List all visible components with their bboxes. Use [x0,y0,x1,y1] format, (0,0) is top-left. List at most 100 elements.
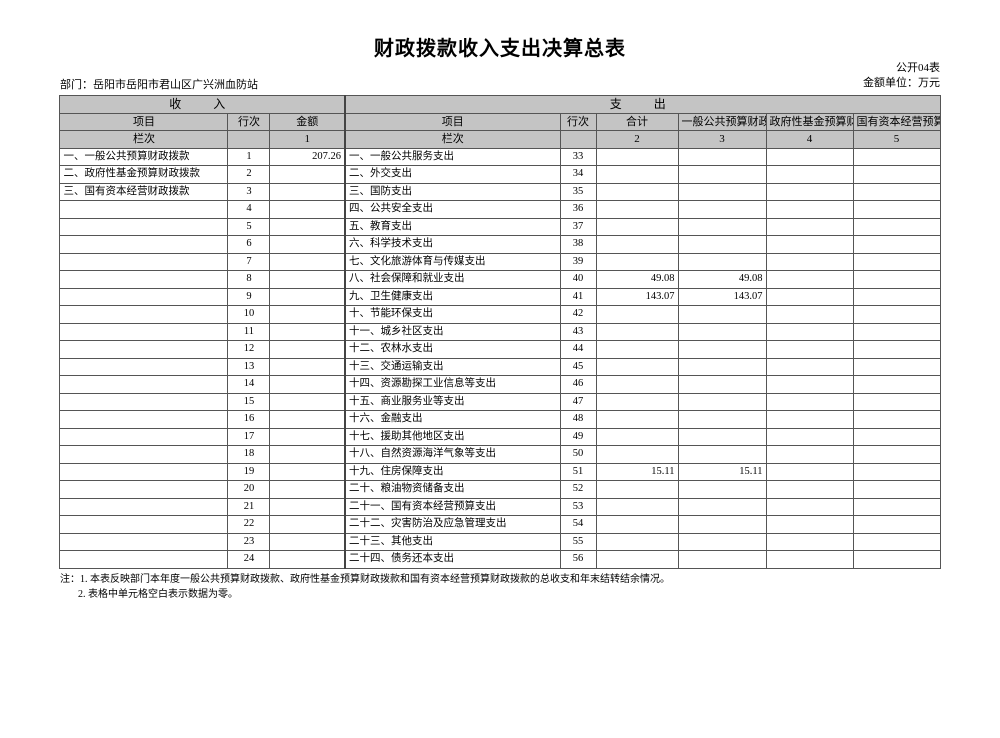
expenditure-total [595,147,679,166]
table-row: 6 六、科学技术支出 38 [59,235,941,254]
lane-label-income: 栏次 [59,130,229,149]
lane-blank-expenditure [559,130,597,149]
expenditure-state-capital [852,200,941,219]
expenditure-general [677,235,767,254]
expenditure-general [677,392,767,411]
expenditure-general [677,217,767,236]
header-income-line-no: 行次 [227,112,271,131]
expenditure-line-no: 47 [559,392,597,411]
income-item [59,427,229,446]
expenditure-general [677,340,767,359]
table-row: 21 二十一、国有资本经营预算支出 53 [59,497,941,516]
expenditure-line-no: 50 [559,445,597,464]
lane-no-state-capital: 5 [852,130,941,149]
expenditure-state-capital [852,217,941,236]
expenditure-total [595,410,679,429]
expenditure-item: 八、社会保障和就业支出 [344,270,561,289]
income-line-no: 9 [227,287,271,306]
income-item [59,462,229,481]
income-amount: 207.26 [269,147,347,166]
header-income-item: 项目 [59,112,229,131]
lane-number-row: 栏次 1 栏次 2 3 4 5 [59,130,941,149]
expenditure-line-no: 55 [559,532,597,551]
expenditure-fund [765,200,854,219]
table-row: 三、国有资本经营财政拨款 3 三、国防支出 35 [59,182,941,201]
income-item [59,270,229,289]
expenditure-general [677,165,767,184]
table-body: 一、一般公共预算财政拨款 1 207.26 一、一般公共服务支出 33 二、政府性基金预算… [59,147,941,569]
income-line-no: 13 [227,357,271,376]
group-header-row: 收 入 支 出 [59,95,941,114]
income-item [59,515,229,534]
header-income-amount: 金额 [269,112,347,131]
expenditure-fund [765,182,854,201]
expenditure-general [677,410,767,429]
expenditure-item: 十七、援助其他地区支出 [344,427,561,446]
expenditure-total [595,305,679,324]
department-line: 部门：岳阳市岳阳市君山区广兴洲血防站 [60,78,258,93]
expenditure-total [595,182,679,201]
income-item [59,217,229,236]
income-line-no: 14 [227,375,271,394]
expenditure-fund [765,462,854,481]
income-amount [269,305,347,324]
income-item [59,252,229,271]
expenditure-item: 四、公共安全支出 [344,200,561,219]
income-line-no: 11 [227,322,271,341]
expenditure-general [677,427,767,446]
income-item [59,357,229,376]
income-amount [269,392,347,411]
expenditure-line-no: 37 [559,217,597,236]
expenditure-fund [765,410,854,429]
expenditure-line-no: 48 [559,410,597,429]
lane-blank-income [227,130,271,149]
expenditure-total [595,340,679,359]
expenditure-item: 二十一、国有资本经营预算支出 [344,497,561,516]
expenditure-fund [765,480,854,499]
expenditure-state-capital [852,427,941,446]
income-item [59,550,229,569]
expenditure-line-no: 53 [559,497,597,516]
lane-no-general: 3 [677,130,767,149]
expenditure-item: 九、卫生健康支出 [344,287,561,306]
expenditure-total: 49.08 [595,270,679,289]
income-line-no: 24 [227,550,271,569]
expenditure-item: 十一、城乡社区支出 [344,322,561,341]
income-amount [269,410,347,429]
expenditure-item: 二十四、债务还本支出 [344,550,561,569]
income-line-no: 8 [227,270,271,289]
income-item [59,480,229,499]
expenditure-state-capital [852,357,941,376]
income-line-no: 18 [227,445,271,464]
lane-label-expenditure: 栏次 [344,130,561,149]
lane-no-income-amount: 1 [269,130,347,149]
income-amount [269,375,347,394]
expenditure-fund [765,252,854,271]
expenditure-line-no: 41 [559,287,597,306]
income-amount [269,445,347,464]
income-line-no: 15 [227,392,271,411]
expenditure-state-capital [852,532,941,551]
expenditure-total [595,497,679,516]
income-amount [269,357,347,376]
expenditure-total [595,427,679,446]
expenditure-state-capital [852,147,941,166]
expenditure-line-no: 54 [559,515,597,534]
expenditure-total [595,480,679,499]
income-line-no: 20 [227,480,271,499]
expenditure-total [595,375,679,394]
expenditure-line-no: 49 [559,427,597,446]
expenditure-total [595,392,679,411]
table-row: 5 五、教育支出 37 [59,217,941,236]
expenditure-state-capital [852,550,941,569]
expenditure-general: 49.08 [677,270,767,289]
lane-no-fund: 4 [765,130,854,149]
expenditure-general: 143.07 [677,287,767,306]
expenditure-item: 十二、农林水支出 [344,340,561,359]
income-item [59,375,229,394]
income-amount [269,532,347,551]
income-amount [269,462,347,481]
expenditure-total [595,515,679,534]
expenditure-general [677,322,767,341]
income-item: 一、一般公共预算财政拨款 [59,147,229,166]
